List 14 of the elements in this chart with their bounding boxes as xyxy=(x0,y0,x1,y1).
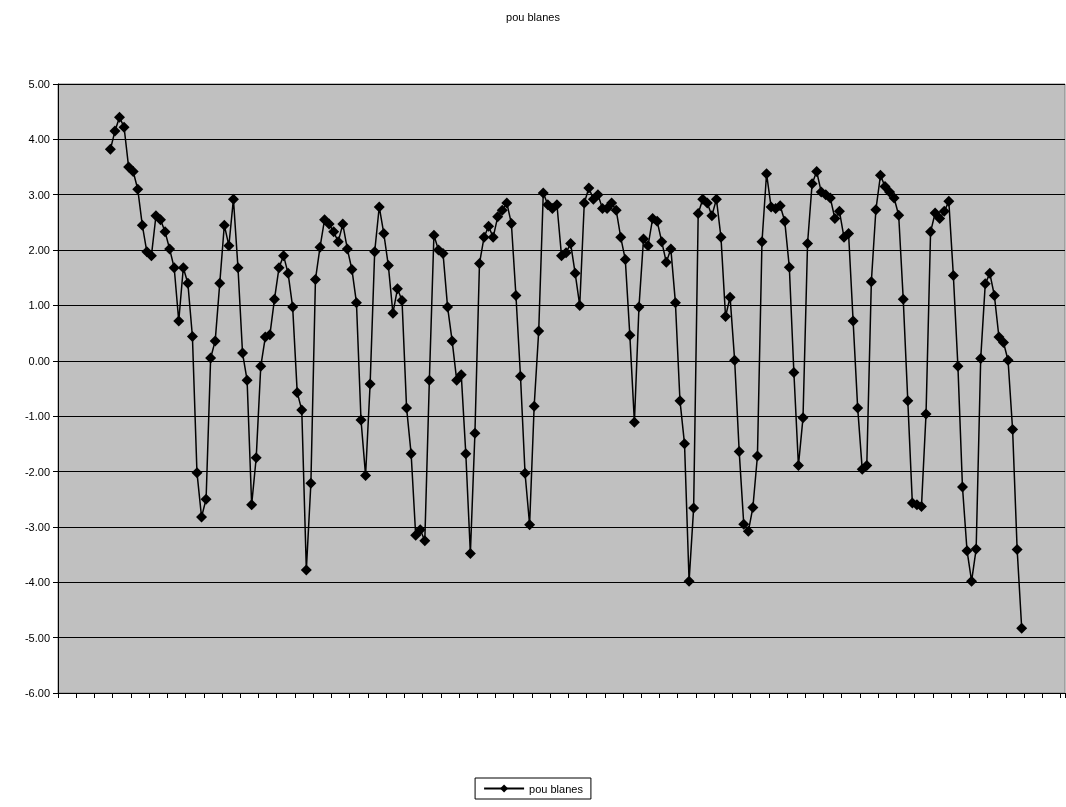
chart-title: pou blanes xyxy=(506,10,561,23)
y-tick-label: -5.00 xyxy=(24,631,50,644)
y-tick-label: 1.00 xyxy=(28,299,50,312)
y-tick-label: -1.00 xyxy=(24,410,50,423)
y-tick-label: -2.00 xyxy=(24,465,50,478)
y-tick-label: -3.00 xyxy=(24,520,50,533)
y-tick-label: 2.00 xyxy=(28,244,50,257)
legend-label: pou blanes xyxy=(529,782,584,795)
y-tick-label: -4.00 xyxy=(24,576,50,589)
y-tick-label: 0.00 xyxy=(28,354,50,367)
y-tick-label: -6.00 xyxy=(24,687,50,699)
y-tick-label: 4.00 xyxy=(28,133,50,146)
y-tick-label: 3.00 xyxy=(28,188,50,201)
y-tick-label: 5.00 xyxy=(28,78,50,90)
